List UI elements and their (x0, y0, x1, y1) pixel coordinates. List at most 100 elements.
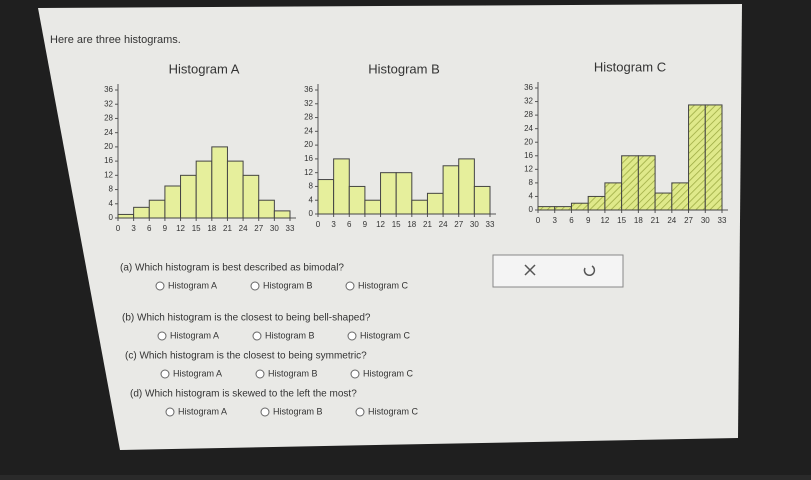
x-tick-label: 24 (667, 216, 676, 225)
radio-button[interactable] (252, 331, 262, 341)
question-text: (b) Which histogram is the closest to be… (122, 313, 371, 324)
option-label[interactable]: Histogram C (363, 368, 414, 378)
x-tick-label: 21 (423, 220, 432, 229)
radio-button[interactable] (157, 331, 167, 341)
histogram-bar (473, 185, 491, 215)
radio-button[interactable] (165, 407, 175, 417)
clear-button[interactable] (524, 264, 536, 276)
histogram-bar (117, 213, 135, 219)
option-label[interactable]: Histogram C (360, 330, 411, 340)
histogram-bar (621, 155, 639, 211)
clear-icon[interactable] (524, 264, 536, 276)
x-tick-label: 24 (439, 220, 448, 229)
y-tick-label: 16 (524, 151, 533, 160)
histogram-bar (537, 206, 556, 211)
intro-text: Here are three histograms. (50, 34, 181, 46)
option-label[interactable]: Histogram A (170, 330, 219, 340)
y-tick-label: 28 (104, 114, 113, 123)
option-label[interactable]: Histogram B (265, 330, 315, 340)
x-tick-label: 18 (634, 216, 643, 225)
histogram-bar (637, 155, 656, 211)
histogram-bar (348, 185, 366, 215)
histogram-bar (226, 160, 244, 219)
y-tick-label: 16 (104, 156, 113, 165)
x-tick-label: 21 (651, 216, 660, 225)
radio-button[interactable] (250, 281, 260, 291)
y-tick-label: 4 (309, 195, 314, 204)
x-tick-label: 9 (163, 224, 168, 233)
histogram-bar (211, 146, 228, 219)
radio-button[interactable] (160, 369, 170, 379)
x-tick-label: 30 (470, 220, 479, 229)
radio-button[interactable] (347, 331, 357, 341)
histogram-bar (164, 185, 182, 219)
histogram-bar (458, 158, 475, 215)
chart-title: Histogram C (594, 59, 666, 74)
option-label[interactable]: Histogram B (268, 368, 318, 378)
histogram-bar (195, 160, 213, 219)
histogram-bar (242, 174, 260, 219)
histogram-bar (148, 199, 166, 219)
radio-button[interactable] (350, 369, 360, 379)
histogram-bar (411, 199, 428, 215)
y-tick-label: 36 (304, 85, 313, 94)
radio-button[interactable] (345, 281, 355, 291)
histogram-bar (704, 104, 723, 211)
option-label[interactable]: Histogram A (178, 406, 227, 416)
x-tick-label: 33 (286, 224, 295, 233)
option-label[interactable]: Histogram A (173, 368, 222, 378)
y-tick-label: 20 (524, 137, 533, 146)
x-tick-label: 3 (331, 220, 336, 229)
y-tick-label: 24 (304, 126, 313, 135)
histogram-bar (654, 192, 673, 211)
histogram-bar (317, 179, 335, 215)
radio-button[interactable] (260, 407, 270, 417)
histogram-bar (688, 104, 706, 211)
x-tick-label: 12 (600, 216, 609, 225)
x-tick-label: 15 (192, 224, 201, 233)
x-tick-label: 3 (553, 216, 558, 225)
y-tick-label: 28 (304, 113, 313, 122)
y-tick-label: 12 (304, 168, 313, 177)
option-label[interactable]: Histogram A (168, 280, 217, 290)
y-tick-label: 12 (524, 164, 533, 173)
option-label[interactable]: Histogram C (368, 406, 419, 416)
x-tick-label: 24 (239, 224, 248, 233)
histogram-bar (180, 174, 197, 219)
radio-button[interactable] (255, 369, 265, 379)
x-tick-label: 0 (116, 224, 121, 233)
x-tick-label: 21 (223, 224, 232, 233)
x-tick-label: 6 (569, 216, 574, 225)
histogram-bar (442, 165, 460, 215)
x-tick-label: 33 (486, 220, 495, 229)
option-label[interactable]: Histogram B (273, 406, 323, 416)
y-tick-label: 8 (109, 185, 114, 194)
action-panel (492, 254, 624, 288)
histogram-bar (364, 199, 382, 215)
question-text: (d) Which histogram is skewed to the lef… (130, 389, 357, 400)
x-tick-label: 12 (376, 220, 385, 229)
x-tick-label: 18 (407, 220, 416, 229)
y-tick-label: 0 (309, 209, 314, 218)
radio-button[interactable] (155, 281, 165, 291)
reset-button[interactable] (583, 265, 596, 277)
x-tick-label: 6 (147, 224, 152, 233)
histogram-bar (333, 158, 350, 215)
histogram-bar (587, 195, 606, 211)
x-tick-label: 12 (176, 224, 185, 233)
question-text: (c) Which histogram is the closest to be… (125, 351, 367, 362)
option-label[interactable]: Histogram C (358, 280, 409, 290)
radio-button[interactable] (355, 407, 365, 417)
option-label[interactable]: Histogram B (263, 280, 313, 290)
y-tick-label: 8 (529, 178, 534, 187)
x-tick-label: 33 (718, 216, 727, 225)
question-text: (a) Which histogram is best described as… (120, 263, 344, 274)
y-tick-label: 36 (524, 83, 533, 92)
histogram-bar (570, 202, 589, 211)
reset-icon[interactable] (583, 265, 596, 277)
y-tick-label: 32 (524, 97, 533, 106)
chart-title: Histogram B (368, 61, 440, 76)
screen (38, 4, 742, 450)
y-tick-label: 32 (304, 99, 313, 108)
